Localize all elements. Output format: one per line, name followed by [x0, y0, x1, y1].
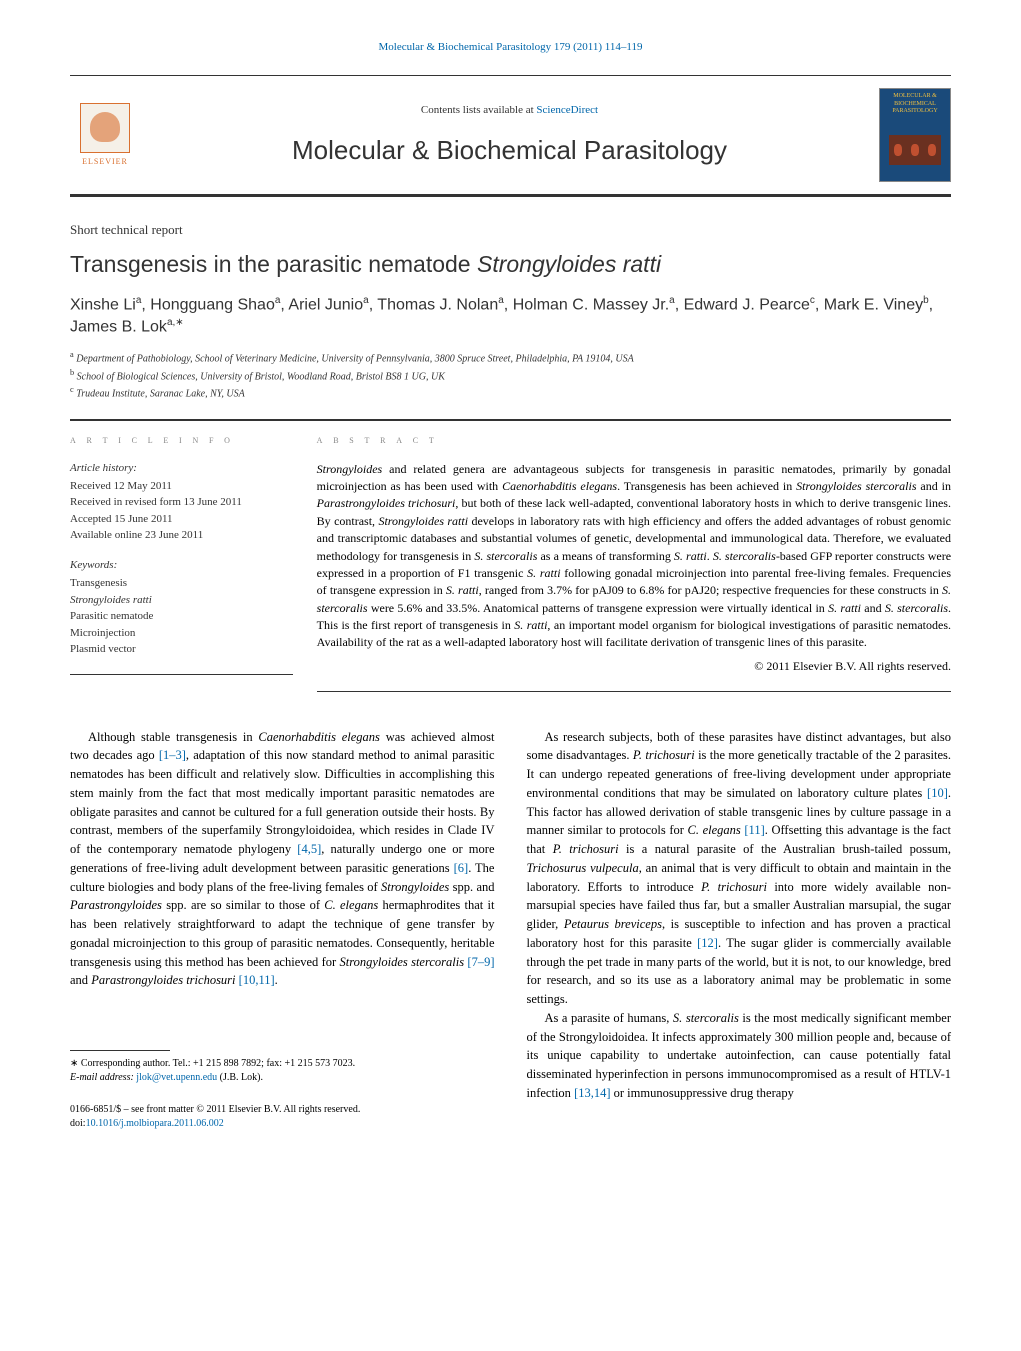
footnote-divider: [70, 1050, 170, 1051]
doi-prefix: doi:: [70, 1118, 86, 1129]
title-species: Strongyloides ratti: [477, 251, 661, 277]
history-label: Article history:: [70, 461, 293, 476]
corr-tel-fax: ∗ Corresponding author. Tel.: +1 215 898…: [70, 1057, 495, 1071]
corresponding-author-footnote: ∗ Corresponding author. Tel.: +1 215 898…: [70, 1057, 495, 1085]
publisher-name: ELSEVIER: [82, 156, 128, 167]
banner-center: Contents lists available at ScienceDirec…: [140, 103, 879, 169]
info-abstract-row: a r t i c l e i n f o Article history: R…: [70, 419, 951, 691]
contents-prefix: Contents lists available at: [421, 104, 536, 116]
publisher-logo: ELSEVIER: [70, 98, 140, 173]
right-column: As research subjects, both of these para…: [527, 728, 952, 1132]
article-title: Transgenesis in the parasitic nematode S…: [70, 248, 951, 280]
corr-email-line: E-mail address: jlok@vet.upenn.edu (J.B.…: [70, 1071, 495, 1085]
body-columns: Although stable transgenesis in Caenorha…: [70, 728, 951, 1132]
abstract-panel: a b s t r a c t Strongyloides and relate…: [317, 420, 951, 691]
doi-link[interactable]: 10.1016/j.molbiopara.2011.06.002: [86, 1118, 224, 1129]
cover-image-icon: [889, 135, 941, 165]
body-paragraph: As research subjects, both of these para…: [527, 728, 952, 1009]
affiliation-line: b School of Biological Sciences, Univers…: [70, 367, 951, 384]
keyword: Plasmid vector: [70, 641, 293, 658]
affiliations: a Department of Pathobiology, School of …: [70, 349, 951, 401]
affiliation-line: c Trudeau Institute, Saranac Lake, NY, U…: [70, 384, 951, 401]
abstract-divider: [317, 691, 951, 692]
keywords-label: Keywords:: [70, 558, 293, 573]
body-paragraph: As a parasite of humans, S. stercoralis …: [527, 1009, 952, 1103]
journal-banner: ELSEVIER Contents lists available at Sci…: [70, 75, 951, 197]
keyword: Strongyloides ratti: [70, 592, 293, 609]
bottom-info: 0166-6851/$ – see front matter © 2011 El…: [70, 1103, 495, 1131]
cover-title: MOLECULAR & BIOCHEMICAL PARASITOLOGY: [884, 93, 946, 115]
doi-line: doi:10.1016/j.molbiopara.2011.06.002: [70, 1117, 495, 1131]
email-label: E-mail address:: [70, 1072, 136, 1083]
front-matter-line: 0166-6851/$ – see front matter © 2011 El…: [70, 1103, 495, 1117]
author-list: Xinshe Lia, Hongguang Shaoa, Ariel Junio…: [70, 294, 951, 339]
journal-name: Molecular & Biochemical Parasitology: [140, 132, 879, 168]
keyword: Parasitic nematode: [70, 608, 293, 625]
running-header: Molecular & Biochemical Parasitology 179…: [70, 40, 951, 55]
history-line: Received in revised form 13 June 2011: [70, 494, 293, 511]
history-line: Received 12 May 2011: [70, 478, 293, 495]
history-line: Accepted 15 June 2011: [70, 511, 293, 528]
article-type: Short technical report: [70, 221, 951, 239]
left-column: Although stable transgenesis in Caenorha…: [70, 728, 495, 1132]
affiliation-line: a Department of Pathobiology, School of …: [70, 349, 951, 366]
contents-line: Contents lists available at ScienceDirec…: [140, 103, 879, 118]
sciencedirect-link[interactable]: ScienceDirect: [536, 104, 598, 116]
abstract-text: Strongyloides and related genera are adv…: [317, 461, 951, 652]
abstract-heading: a b s t r a c t: [317, 433, 951, 448]
title-prefix: Transgenesis in the parasitic nematode: [70, 251, 477, 277]
journal-cover-thumbnail: MOLECULAR & BIOCHEMICAL PARASITOLOGY: [879, 88, 951, 182]
corr-email-link[interactable]: jlok@vet.upenn.edu: [136, 1072, 217, 1083]
keyword: Transgenesis: [70, 575, 293, 592]
article-info-panel: a r t i c l e i n f o Article history: R…: [70, 420, 317, 691]
email-suffix: (J.B. Lok).: [217, 1072, 263, 1083]
copyright-line: © 2011 Elsevier B.V. All rights reserved…: [317, 658, 951, 675]
article-info-heading: a r t i c l e i n f o: [70, 433, 293, 448]
elsevier-tree-icon: [80, 103, 130, 153]
history-line: Available online 23 June 2011: [70, 527, 293, 544]
body-paragraph: Although stable transgenesis in Caenorha…: [70, 728, 495, 991]
keyword: Microinjection: [70, 625, 293, 642]
info-divider: [70, 674, 293, 675]
